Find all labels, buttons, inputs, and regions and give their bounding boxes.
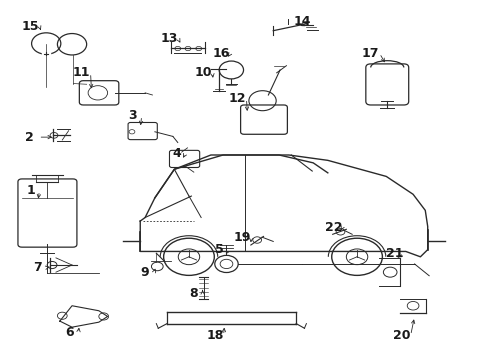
Text: 6: 6	[65, 327, 74, 339]
Text: 10: 10	[195, 66, 212, 79]
Text: 16: 16	[213, 47, 230, 60]
Text: 21: 21	[386, 247, 404, 260]
Text: 14: 14	[294, 14, 311, 27]
Text: 17: 17	[362, 47, 379, 60]
Text: 13: 13	[161, 32, 178, 45]
Text: 7: 7	[33, 261, 42, 274]
Text: 2: 2	[25, 131, 34, 144]
Text: 11: 11	[73, 66, 91, 79]
Text: 18: 18	[206, 329, 223, 342]
Text: 15: 15	[22, 20, 39, 33]
Text: 1: 1	[26, 184, 35, 197]
Text: 4: 4	[172, 147, 181, 160]
Text: 9: 9	[141, 266, 149, 279]
Text: 19: 19	[234, 231, 251, 244]
Text: 20: 20	[393, 329, 411, 342]
Text: 12: 12	[229, 92, 246, 105]
Text: 22: 22	[325, 221, 343, 234]
Text: 5: 5	[215, 243, 224, 256]
Text: 8: 8	[190, 287, 198, 300]
Text: 3: 3	[129, 109, 137, 122]
